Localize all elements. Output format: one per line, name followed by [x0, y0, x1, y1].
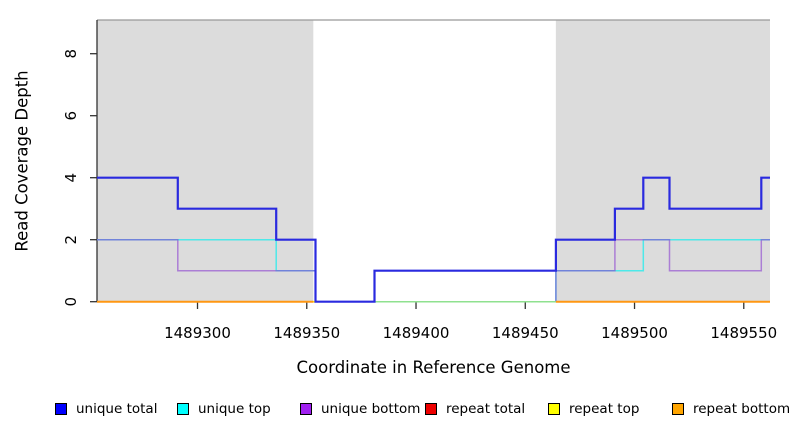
legend-label-unique-total: unique total — [76, 401, 158, 417]
legend-label-repeat-top: repeat top — [569, 401, 640, 417]
x-tick-label: 1489350 — [273, 324, 340, 342]
legend-swatch-repeat-total — [425, 403, 437, 415]
x-tick-label: 1489400 — [383, 324, 450, 342]
legend-item-unique-total: unique total — [55, 401, 158, 417]
legend-swatch-repeat-top — [548, 403, 560, 415]
y-tick-label: 8 — [62, 49, 80, 59]
x-tick-label: 1489450 — [492, 324, 559, 342]
legend-item-unique-bottom: unique bottom — [300, 401, 421, 417]
legend: unique total unique top unique bottom repea… — [0, 0, 792, 417]
y-tick-label: 4 — [62, 173, 80, 183]
y-tick-label: 2 — [62, 235, 80, 245]
legend-swatch-repeat-bottom — [672, 403, 684, 415]
legend-swatch-unique-top — [177, 403, 189, 415]
series-line-unique-total — [97, 176, 770, 303]
legend-label-unique-top: unique top — [198, 401, 271, 417]
x-tick-label: 1489500 — [601, 324, 668, 342]
legend-label-repeat-bottom: repeat bottom — [693, 401, 791, 417]
x-tick-label: 1489300 — [164, 324, 231, 342]
legend-label-repeat-total: repeat total — [446, 401, 526, 417]
x-tick-label: 1489550 — [710, 324, 777, 342]
legend-label-unique-bottom: unique bottom — [321, 401, 421, 417]
shaded-region — [97, 20, 314, 302]
legend-swatch-unique-total — [55, 403, 67, 415]
legend-swatch-unique-bottom — [300, 403, 312, 415]
legend-item-repeat-top: repeat top — [548, 401, 640, 417]
x-axis-title: Coordinate in Reference Genome — [296, 358, 571, 377]
y-tick-label: 0 — [62, 297, 80, 307]
series-line-unique-bottom — [97, 238, 770, 303]
legend-item-unique-top: unique top — [177, 401, 271, 417]
shaded-region — [555, 20, 770, 302]
legend-item-repeat-bottom: repeat bottom — [672, 401, 791, 417]
y-axis-title: Read Coverage Depth — [12, 70, 32, 252]
y-tick-label: 6 — [62, 111, 80, 121]
legend-item-repeat-total: repeat total — [425, 401, 526, 417]
